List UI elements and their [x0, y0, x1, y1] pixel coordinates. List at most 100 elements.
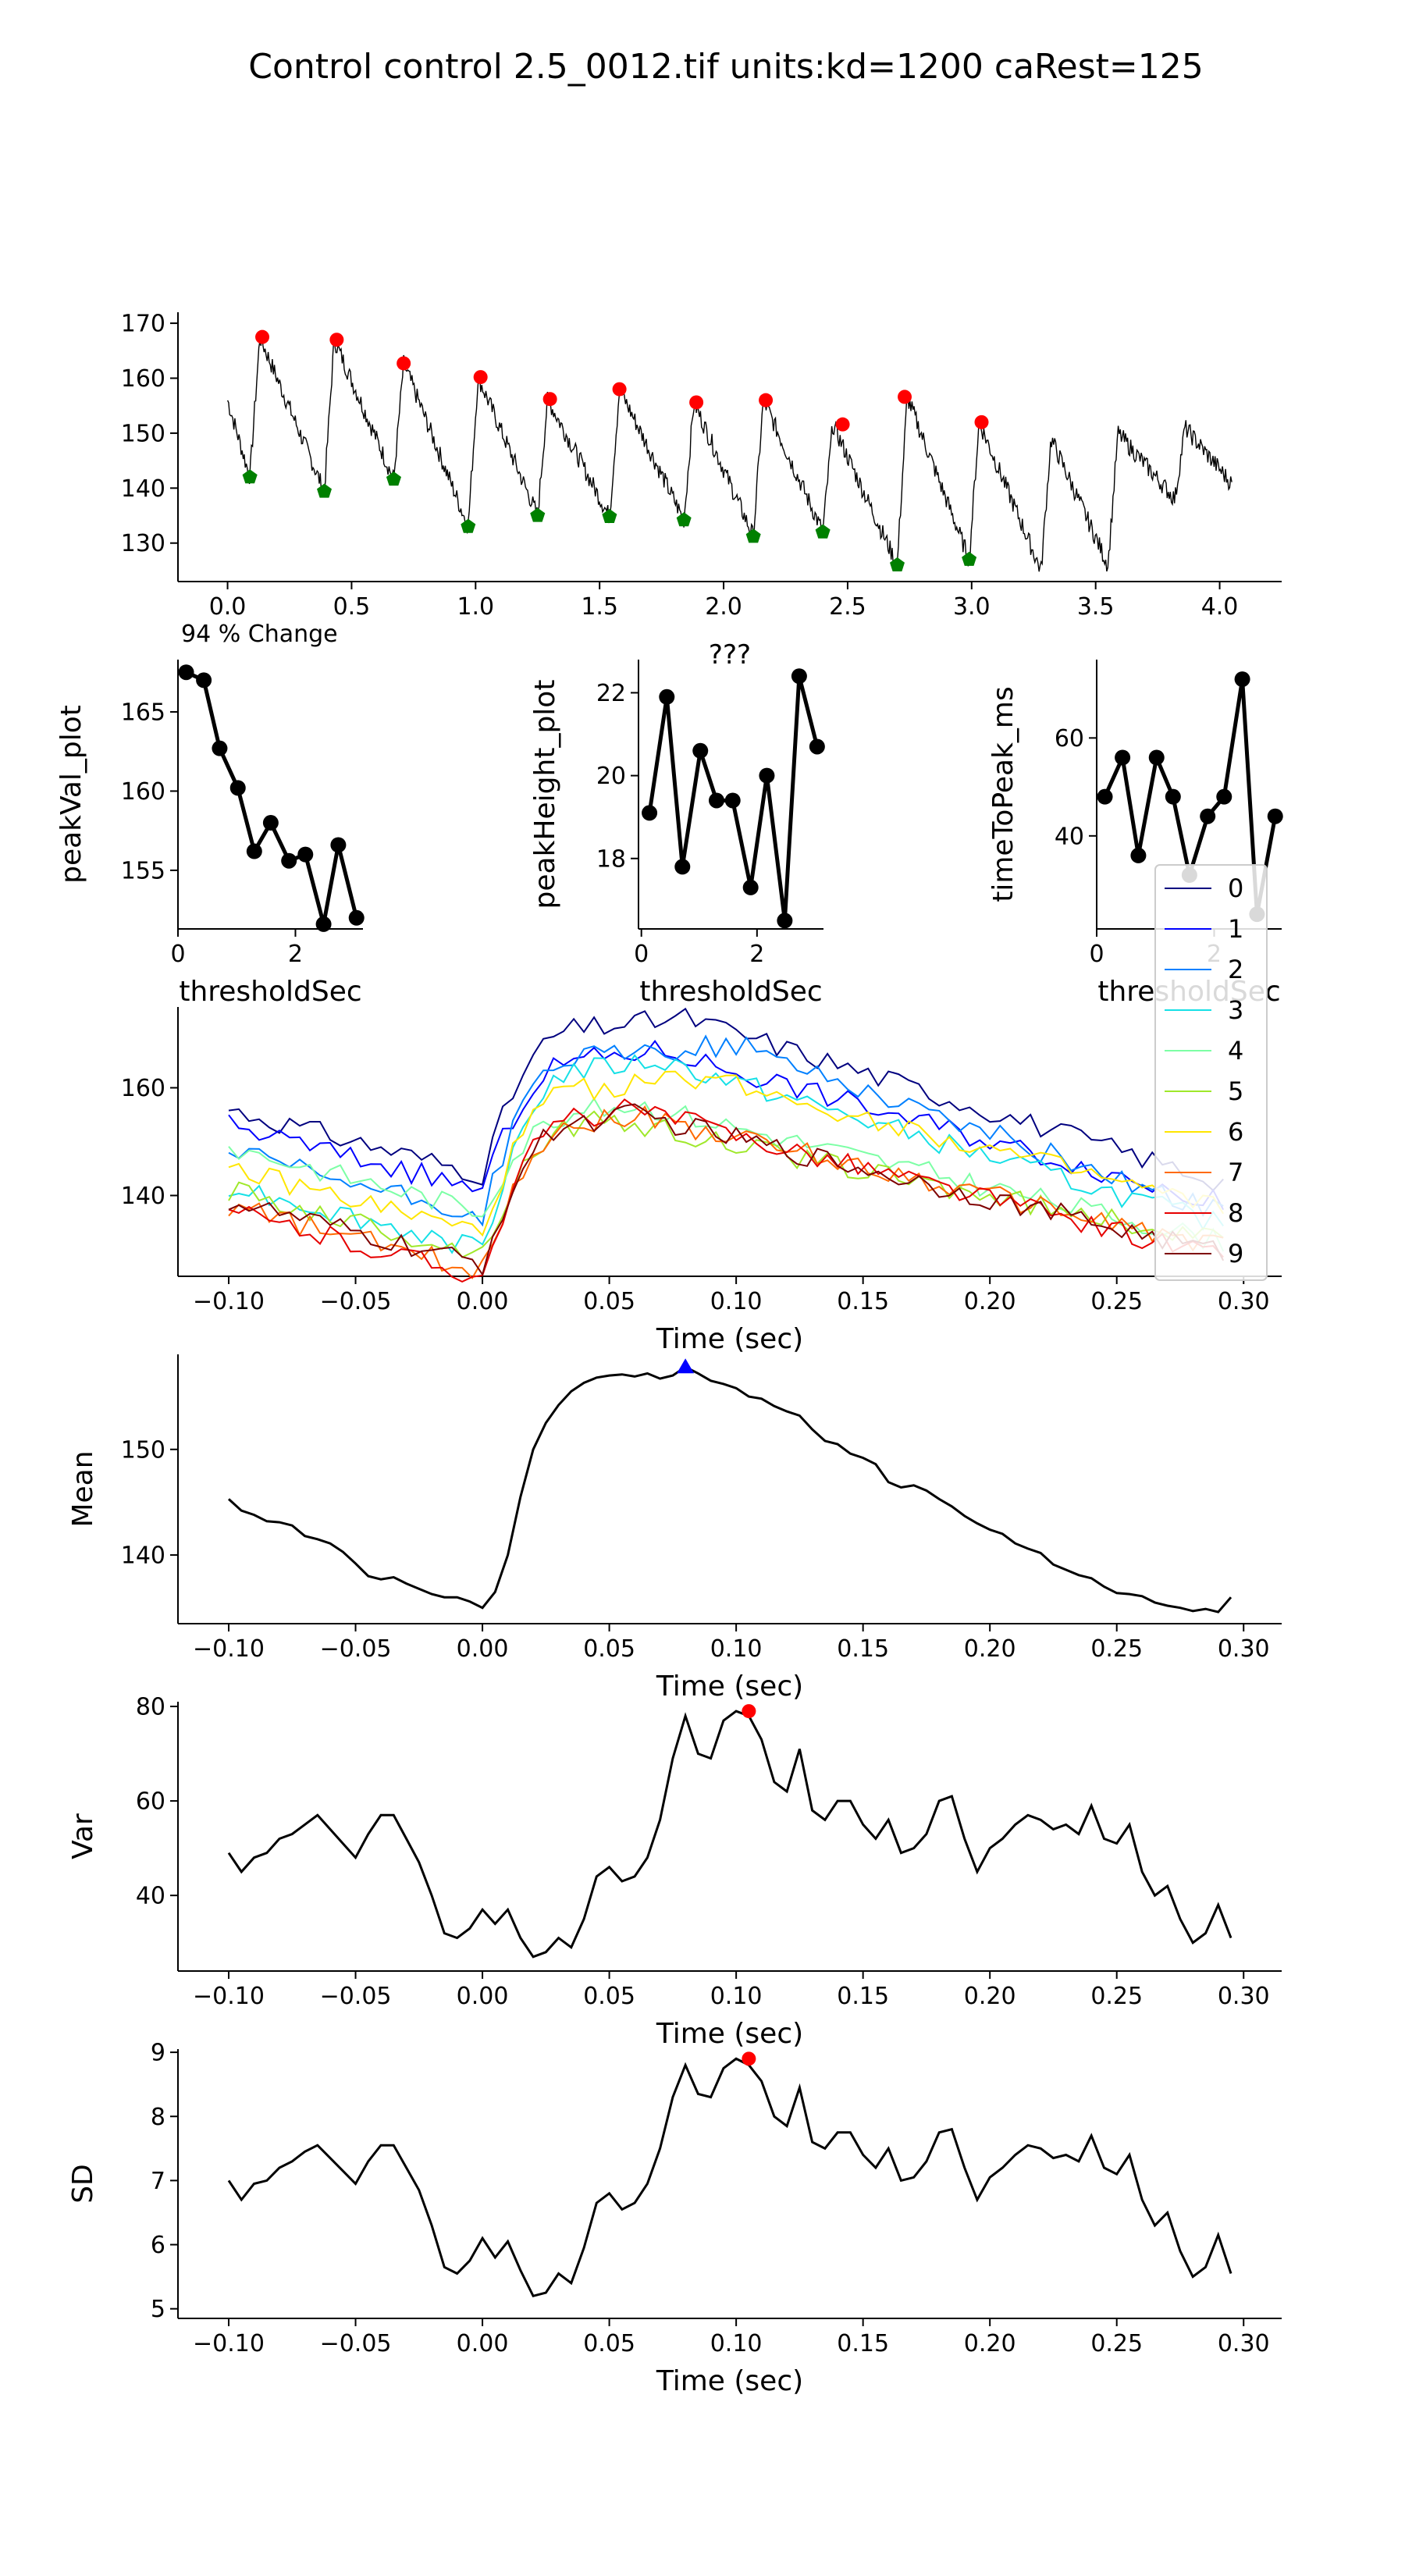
peakVal-point [262, 815, 279, 831]
x-tick-label: −0.05 [320, 1635, 392, 1663]
peak-marker [397, 356, 411, 371]
y-axis-label: Mean [67, 1450, 99, 1527]
peakVal-point [229, 780, 246, 796]
legend-label: 3 [1228, 995, 1243, 1025]
peakHeight-chart: 0 2 18 20 22 thresholdSec peakHeight_plot??? [529, 639, 825, 1008]
legend-label: 9 [1228, 1239, 1243, 1268]
sd-max-marker [742, 2051, 756, 2066]
y-tick-label: 80 [136, 1694, 165, 1721]
x-tick-label: 1.5 [581, 593, 618, 621]
y-tick-label: 165 [121, 699, 165, 726]
overlay-series-4 [228, 1097, 1225, 1252]
overlay-series-3 [228, 1054, 1225, 1254]
y-tick-label: 60 [1055, 725, 1084, 753]
y-tick-label: 130 [121, 530, 165, 557]
x-tick-label: 0.30 [1218, 1288, 1270, 1315]
x-tick-label: −0.10 [193, 1983, 265, 2010]
x-tick-label: 0.10 [710, 2330, 763, 2357]
x-axis-label: Time (sec) [656, 2018, 803, 2050]
x-tick-label: 2 [749, 941, 764, 968]
peakVal-point [178, 664, 194, 681]
trough-marker [602, 508, 617, 523]
peakVal-point [348, 909, 365, 926]
x-tick-label: 0.10 [710, 1983, 763, 2010]
y-tick-label: 40 [1055, 823, 1084, 850]
peakVal-line [185, 670, 359, 925]
x-axis-label: thresholdSec [639, 976, 822, 1008]
peak-marker [255, 329, 270, 344]
legend-label: 2 [1228, 955, 1243, 984]
x-tick-label: 0.15 [837, 1983, 889, 2010]
x-tick-label: 0.20 [964, 1635, 1016, 1663]
x-tick-label: 0.25 [1090, 1983, 1143, 2010]
x-tick-label: 2.0 [705, 593, 742, 621]
x-tick-label: 0 [1089, 941, 1104, 968]
trough-marker [530, 507, 546, 522]
mean-max-marker [677, 1358, 695, 1374]
trough-marker [317, 483, 332, 498]
spike-overlay-chart: −0.10 −0.05 0.00 0.05 0.10 0.15 0.20 0.25 0.3014… [121, 864, 1282, 1355]
peakHeight-point [809, 738, 825, 755]
timeToPeak-point [1216, 788, 1232, 805]
x-tick-label: 3.0 [953, 593, 991, 621]
peak-marker [835, 417, 850, 432]
x-tick-label: 0.30 [1218, 1635, 1270, 1663]
x-tick-label: 0.10 [710, 1635, 763, 1663]
legend-label: 7 [1228, 1158, 1243, 1187]
x-tick-label: 0.00 [457, 1288, 509, 1315]
raw-trace-line [226, 333, 1232, 572]
peak-marker [329, 333, 344, 347]
y-axis-label: peakVal_plot [55, 705, 87, 884]
x-tick-label: 2.5 [829, 593, 866, 621]
x-tick-label: 0.05 [583, 1288, 635, 1315]
x-tick-label: 0 [634, 941, 649, 968]
legend-label: 8 [1228, 1198, 1243, 1228]
peak-marker [689, 395, 704, 410]
overlay-series-8 [228, 1098, 1224, 1283]
y-tick-label: 140 [121, 1183, 165, 1210]
peakVal-chart: 0 2 155 160 165 thresholdSec peakVal_plot [55, 660, 365, 1008]
x-tick-label: 0.25 [1090, 1288, 1143, 1315]
x-tick-label: 0.05 [583, 1635, 635, 1663]
y-tick-label: 9 [151, 2040, 165, 2067]
x-axis-label: Time (sec) [656, 1323, 803, 1355]
timeToPeak-point [1097, 788, 1113, 805]
legend-box [1154, 864, 1268, 1281]
peakHeight-point [642, 805, 658, 821]
y-tick-label: 170 [121, 311, 165, 338]
figure-title: Control control 2.5_0012.tif units:kd=12… [248, 47, 1204, 87]
x-tick-label: 0.30 [1218, 2330, 1270, 2357]
x-tick-label: −0.05 [320, 2330, 392, 2357]
legend-label: 1 [1228, 914, 1243, 944]
peakVal-point [246, 843, 262, 859]
y-tick-label: 5 [151, 2296, 165, 2323]
y-tick-label: 22 [596, 680, 626, 707]
peakVal-point [196, 672, 212, 688]
trough-marker [461, 518, 476, 533]
x-tick-label: 0.25 [1090, 1635, 1143, 1663]
x-tick-label: 0.15 [837, 1288, 889, 1315]
percent-change-annotation: 94 % Change [181, 621, 338, 648]
timeToPeak-point [1200, 808, 1216, 824]
x-tick-label: −0.05 [320, 1288, 392, 1315]
var-line [227, 1710, 1232, 1959]
x-tick-label: 0.10 [710, 1288, 763, 1315]
peakHeight-point [759, 767, 775, 784]
x-tick-label: 0.20 [964, 1983, 1016, 2010]
trough-marker [745, 528, 761, 543]
x-tick-label: 0.05 [583, 1983, 635, 2010]
y-axis-label: peakHeight_plot [529, 680, 561, 909]
overlay-series-7 [228, 1105, 1224, 1279]
legend-label: 5 [1228, 1076, 1243, 1106]
y-tick-label: 140 [121, 1542, 165, 1570]
y-tick-label: 40 [136, 1883, 165, 1910]
y-axis-label: Var [67, 1813, 99, 1859]
x-tick-label: 0.15 [837, 2330, 889, 2357]
sd-line [227, 2057, 1232, 2298]
trough-marker [890, 557, 905, 571]
x-tick-label: 0.20 [964, 2330, 1016, 2357]
sd-chart: −0.10 −0.05 0.00 0.05 0.10 0.15 0.20 0.25 0.30 5 6… [67, 2040, 1282, 2397]
y-tick-label: 18 [596, 845, 626, 873]
y-tick-label: 160 [121, 365, 165, 393]
y-tick-label: 8 [151, 2104, 165, 2131]
